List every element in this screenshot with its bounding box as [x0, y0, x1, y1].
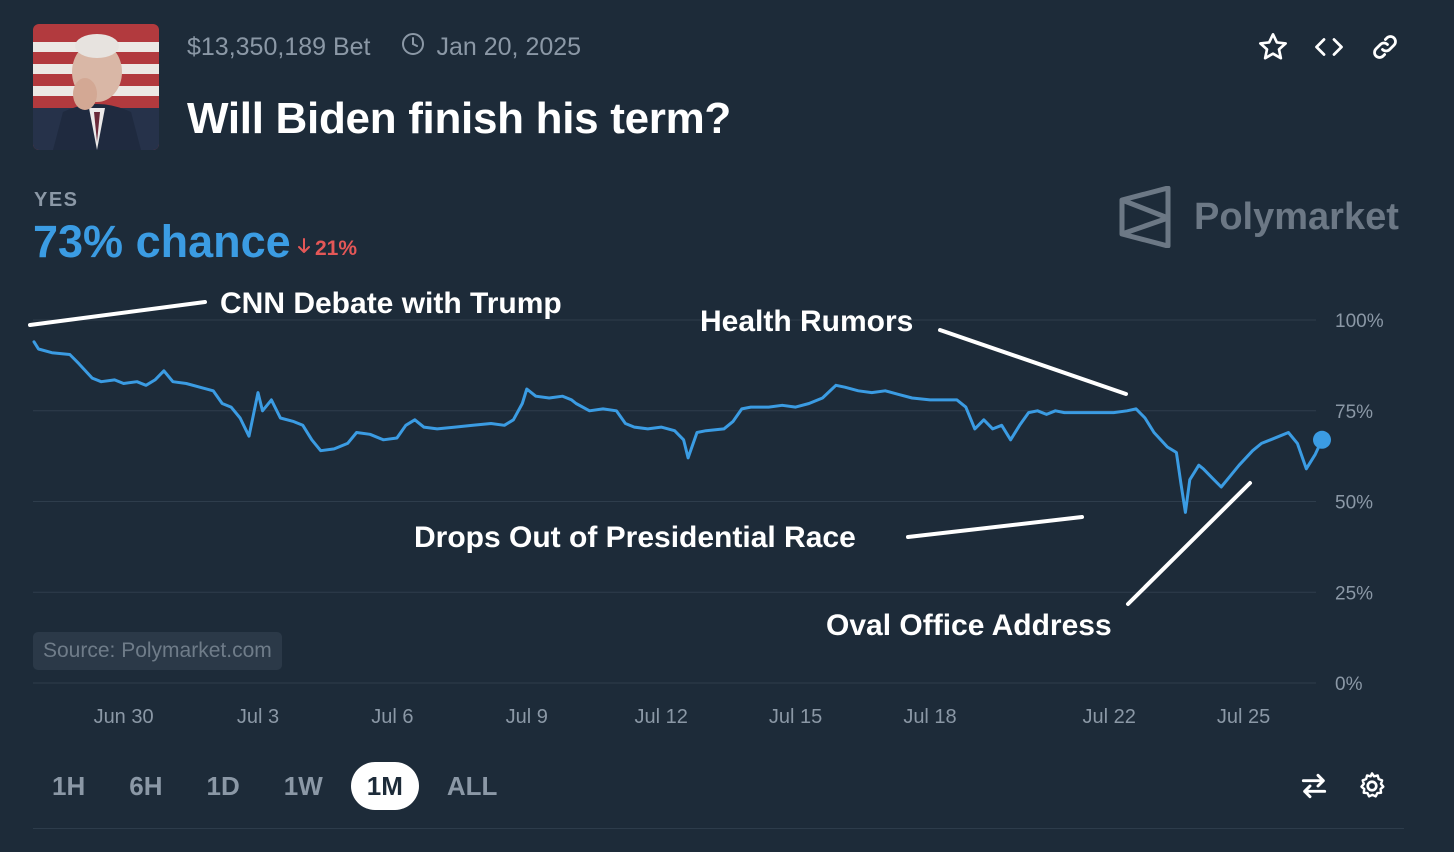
arrow-down-icon [296, 237, 312, 261]
change-value: 21% [315, 237, 358, 260]
x-axis: Jun 30 Jul 3 Jul 6 Jul 9 Jul 12 Jul 15 Jul 18 J… [94, 706, 1271, 728]
range-button-1h[interactable]: 1H [52, 770, 86, 801]
star-icon[interactable] [1256, 30, 1290, 64]
x-tick-label: Jul 9 [506, 706, 548, 728]
annotation-line-dropout [906, 515, 1084, 539]
y-axis: 100% 75% 50% 25% 0% [1335, 311, 1384, 695]
chart-grid [33, 319, 1316, 684]
biden-photo-image [33, 24, 159, 150]
bet-volume: $13,350,189 Bet [187, 32, 371, 61]
x-tick-label: Jul 18 [903, 706, 956, 728]
embed-icon[interactable] [1312, 30, 1346, 64]
polymarket-logo-icon [1119, 186, 1171, 248]
annotation-label: Drops Out of Presidential Race [414, 521, 856, 554]
y-tick-label: 100% [1335, 311, 1384, 332]
x-tick-label: Jul 15 [769, 706, 822, 728]
link-icon[interactable] [1368, 30, 1402, 64]
outcome-change: 21% [296, 237, 357, 261]
y-tick-label: 25% [1335, 583, 1373, 604]
bottom-actions [1296, 768, 1390, 804]
range-button-all[interactable]: ALL [446, 770, 498, 801]
footer-divider [33, 828, 1404, 829]
annotation-label: Oval Office Address [826, 609, 1112, 642]
market-avatar [33, 24, 159, 150]
brand-name: Polymarket [1194, 195, 1399, 238]
x-tick-label: Jul 22 [1083, 706, 1136, 728]
polymarket-watermark: Polymarket [1118, 186, 1399, 248]
annotation-lines [28, 300, 1252, 606]
series-end-point [1313, 430, 1331, 449]
x-tick-label: Jul 25 [1217, 706, 1270, 728]
range-button-1w[interactable]: 1W [283, 770, 323, 801]
top-actions [1256, 30, 1402, 64]
annotation-line-health [938, 328, 1128, 396]
annotation-line-debate [28, 300, 207, 327]
time-range-selector: 1H 6H 1D 1W 1M ALL [36, 762, 513, 810]
range-button-1d[interactable]: 1D [206, 770, 240, 801]
annotation-line-address [1126, 481, 1252, 606]
x-tick-label: Jun 30 [94, 706, 154, 728]
market-title: Will Biden finish his term? [187, 94, 731, 143]
annotation-label: CNN Debate with Trump [220, 287, 562, 320]
annotation-label: Health Rumors [700, 305, 913, 338]
end-date: Jan 20, 2025 [436, 32, 582, 61]
market-meta: $13,350,189 Bet Jan 20, 2025 [187, 32, 581, 62]
range-button-1m[interactable]: 1M [350, 762, 419, 810]
x-tick-label: Jul 6 [371, 706, 413, 728]
clock-icon [401, 32, 425, 63]
swap-icon[interactable] [1296, 768, 1332, 804]
outcome-label: YES [34, 189, 79, 211]
x-tick-label: Jul 12 [635, 706, 688, 728]
outcome-chance: 73% chance [33, 216, 291, 267]
source-badge: Source: Polymarket.com [33, 632, 282, 670]
x-tick-label: Jul 3 [237, 706, 279, 728]
series-line [32, 340, 1324, 514]
y-tick-label: 0% [1335, 674, 1363, 695]
gear-icon[interactable] [1354, 768, 1390, 804]
y-tick-label: 50% [1335, 493, 1373, 514]
range-button-6h[interactable]: 6H [129, 770, 163, 801]
y-tick-label: 75% [1335, 402, 1373, 423]
